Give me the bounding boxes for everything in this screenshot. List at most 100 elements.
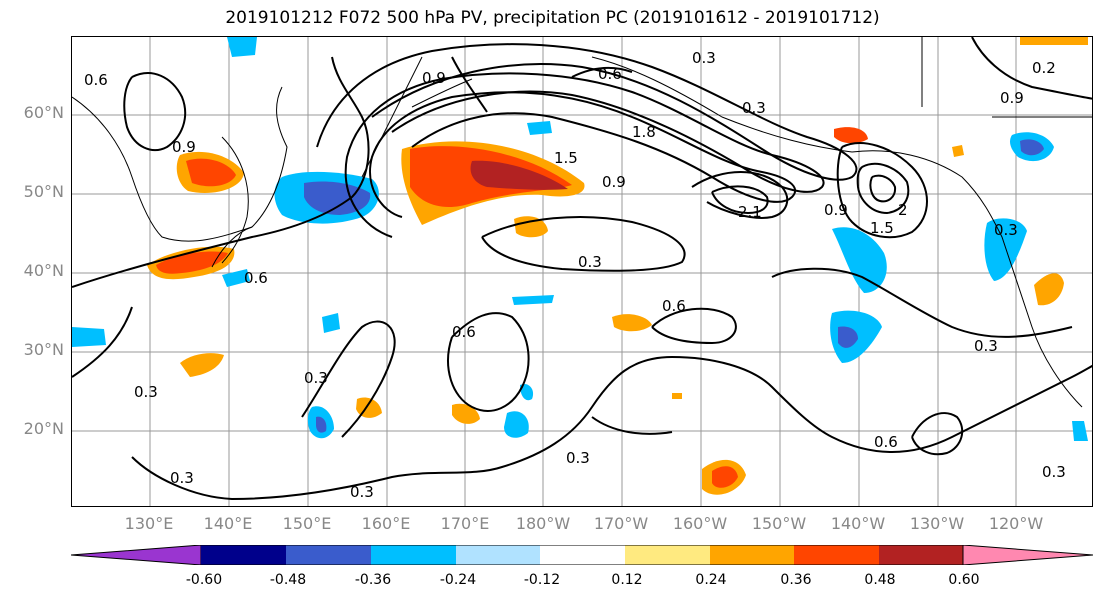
pos-anomaly-e bbox=[514, 216, 548, 238]
contour-label: 0.6 bbox=[598, 65, 622, 83]
contour-label: 0.3 bbox=[350, 483, 374, 501]
pos-anomaly-j-red bbox=[712, 466, 738, 488]
neg-anomaly-west bbox=[72, 327, 106, 347]
precip-anomalies bbox=[72, 37, 1088, 495]
colorbar-segment-7 bbox=[710, 545, 794, 565]
contour-label: 0.6 bbox=[84, 71, 108, 89]
lon-label-180w: 180°W bbox=[515, 514, 571, 533]
colorbar-tick: 0.60 bbox=[948, 572, 980, 588]
lat-label-20n: 20°N bbox=[23, 419, 64, 438]
neg-anomaly-e bbox=[1072, 421, 1088, 441]
lon-label-160w: 160°W bbox=[672, 514, 728, 533]
graticule bbox=[72, 37, 1092, 506]
lon-label-150w: 150°W bbox=[751, 514, 807, 533]
lon-label-150e: 150°E bbox=[282, 514, 332, 533]
colorbar-tick: -0.12 bbox=[523, 572, 561, 588]
colorbar-tick: -0.24 bbox=[439, 572, 477, 588]
neg-anomaly-bc bbox=[984, 218, 1027, 281]
colorbar-segment-8 bbox=[794, 545, 879, 565]
contour-label: 1.5 bbox=[870, 219, 894, 237]
contour-label: 0.9 bbox=[172, 138, 196, 156]
contour-label-group: 0.6 0.9 0.6 0.3 0.9 1.5 1.8 0.9 2.1 0.3 … bbox=[84, 49, 1066, 501]
lat-label-50n: 50°N bbox=[23, 182, 64, 201]
lat-label-60n: 60°N bbox=[23, 103, 64, 122]
colorbar-segment-3 bbox=[371, 545, 456, 565]
colorbar-tick: 0.36 bbox=[780, 572, 812, 588]
colorbar-segment-2 bbox=[286, 545, 371, 565]
contour-label: 0.9 bbox=[602, 173, 626, 191]
pos-anomaly-m bbox=[1082, 37, 1088, 45]
contour-label: 1.8 bbox=[632, 123, 656, 141]
contour-label: 0.3 bbox=[1042, 463, 1066, 481]
contour-label: 0.3 bbox=[566, 449, 590, 467]
neg-anomaly-c bbox=[504, 411, 529, 438]
colorbar-tick: 0.48 bbox=[864, 572, 896, 588]
contour-label: 0.3 bbox=[692, 49, 716, 67]
colorbar-tick: 0.24 bbox=[695, 572, 727, 588]
colorbar-tick: -0.60 bbox=[185, 572, 223, 588]
pos-anomaly-o bbox=[952, 145, 964, 157]
neg-anomaly-aleutian bbox=[527, 121, 552, 135]
pos-anomaly-h bbox=[452, 403, 480, 424]
pos-anomaly-n bbox=[1020, 37, 1082, 45]
lat-label-30n: 30°N bbox=[23, 340, 64, 359]
contour-label: 1.5 bbox=[554, 149, 578, 167]
neg-anomaly-a bbox=[322, 313, 340, 333]
neg-anomaly-d bbox=[520, 383, 534, 401]
neg-anomaly-japan bbox=[222, 269, 250, 287]
neg-anomaly-central-core bbox=[316, 416, 327, 433]
lon-label-140e: 140°E bbox=[203, 514, 253, 533]
contour-label: 2 bbox=[898, 201, 908, 219]
neg-anomaly-nw bbox=[227, 37, 257, 57]
map-title: 2019101212 F072 500 hPa PV, precipitatio… bbox=[225, 8, 880, 28]
contour-label: 0.3 bbox=[578, 253, 602, 271]
neg-anomaly-gulf-core bbox=[1020, 139, 1044, 156]
colorbar-tick: -0.48 bbox=[269, 572, 307, 588]
contour-label: 0.9 bbox=[422, 69, 446, 87]
colorbar-segment-5 bbox=[540, 545, 625, 565]
lon-label-170e: 170°E bbox=[440, 514, 490, 533]
pos-anomaly-japan-sea-red bbox=[186, 158, 236, 187]
pos-anomaly-l bbox=[1034, 273, 1064, 306]
colorbar-tick: 0.12 bbox=[611, 572, 643, 588]
contour-label: 0.6 bbox=[662, 297, 686, 315]
colorbar bbox=[71, 545, 1093, 565]
contour-label: 0.3 bbox=[742, 99, 766, 117]
contour-label: 0.6 bbox=[452, 323, 476, 341]
contour-label: 0.9 bbox=[1000, 89, 1024, 107]
map-canvas: 0.6 0.9 0.6 0.3 0.9 1.5 1.8 0.9 2.1 0.3 … bbox=[72, 37, 1092, 506]
contour-label: 0.9 bbox=[824, 201, 848, 219]
neg-anomaly-ne-pacific bbox=[832, 227, 887, 293]
pos-anomaly-central-core bbox=[470, 160, 568, 190]
colorbar-tick: -0.36 bbox=[354, 572, 392, 588]
colorbar-segment-9 bbox=[879, 545, 963, 565]
pos-anomaly-i bbox=[612, 314, 652, 332]
contour-label: 0.2 bbox=[1032, 59, 1056, 77]
pos-anomaly-yellow-sea-red bbox=[156, 251, 228, 274]
lon-label-160e: 160°E bbox=[361, 514, 411, 533]
colorbar-segment-0 bbox=[71, 545, 202, 565]
contour-label: 2.1 bbox=[738, 203, 762, 221]
pv-contours bbox=[72, 37, 1092, 501]
contour-label: 0.6 bbox=[874, 433, 898, 451]
lat-label-40n: 40°N bbox=[23, 261, 64, 280]
contour-label: 0.3 bbox=[994, 221, 1018, 239]
lon-label-170w: 170°W bbox=[593, 514, 649, 533]
lon-label-120w: 120°W bbox=[988, 514, 1044, 533]
map-panel[interactable]: 0.6 0.9 0.6 0.3 0.9 1.5 1.8 0.9 2.1 0.3 … bbox=[71, 36, 1093, 507]
neg-anomaly-ne-pacific2-core bbox=[838, 326, 858, 348]
contour-label: 0.3 bbox=[304, 369, 328, 387]
colorbar-segment-6 bbox=[625, 545, 710, 565]
lon-label-140w: 140°W bbox=[830, 514, 886, 533]
colorbar-segment-1 bbox=[201, 545, 286, 565]
neg-anomaly-b bbox=[512, 295, 554, 305]
lon-label-130w: 130°W bbox=[909, 514, 965, 533]
contour-label: 0.6 bbox=[244, 269, 268, 287]
pos-anomaly-k bbox=[834, 127, 868, 144]
pos-anomaly-p bbox=[672, 393, 682, 399]
contour-label: 0.3 bbox=[170, 469, 194, 487]
contour-label: 0.3 bbox=[974, 337, 998, 355]
colorbar-segment-4 bbox=[456, 545, 540, 565]
colorbar-segment-10 bbox=[962, 545, 1093, 565]
contour-label: 0.3 bbox=[134, 383, 158, 401]
